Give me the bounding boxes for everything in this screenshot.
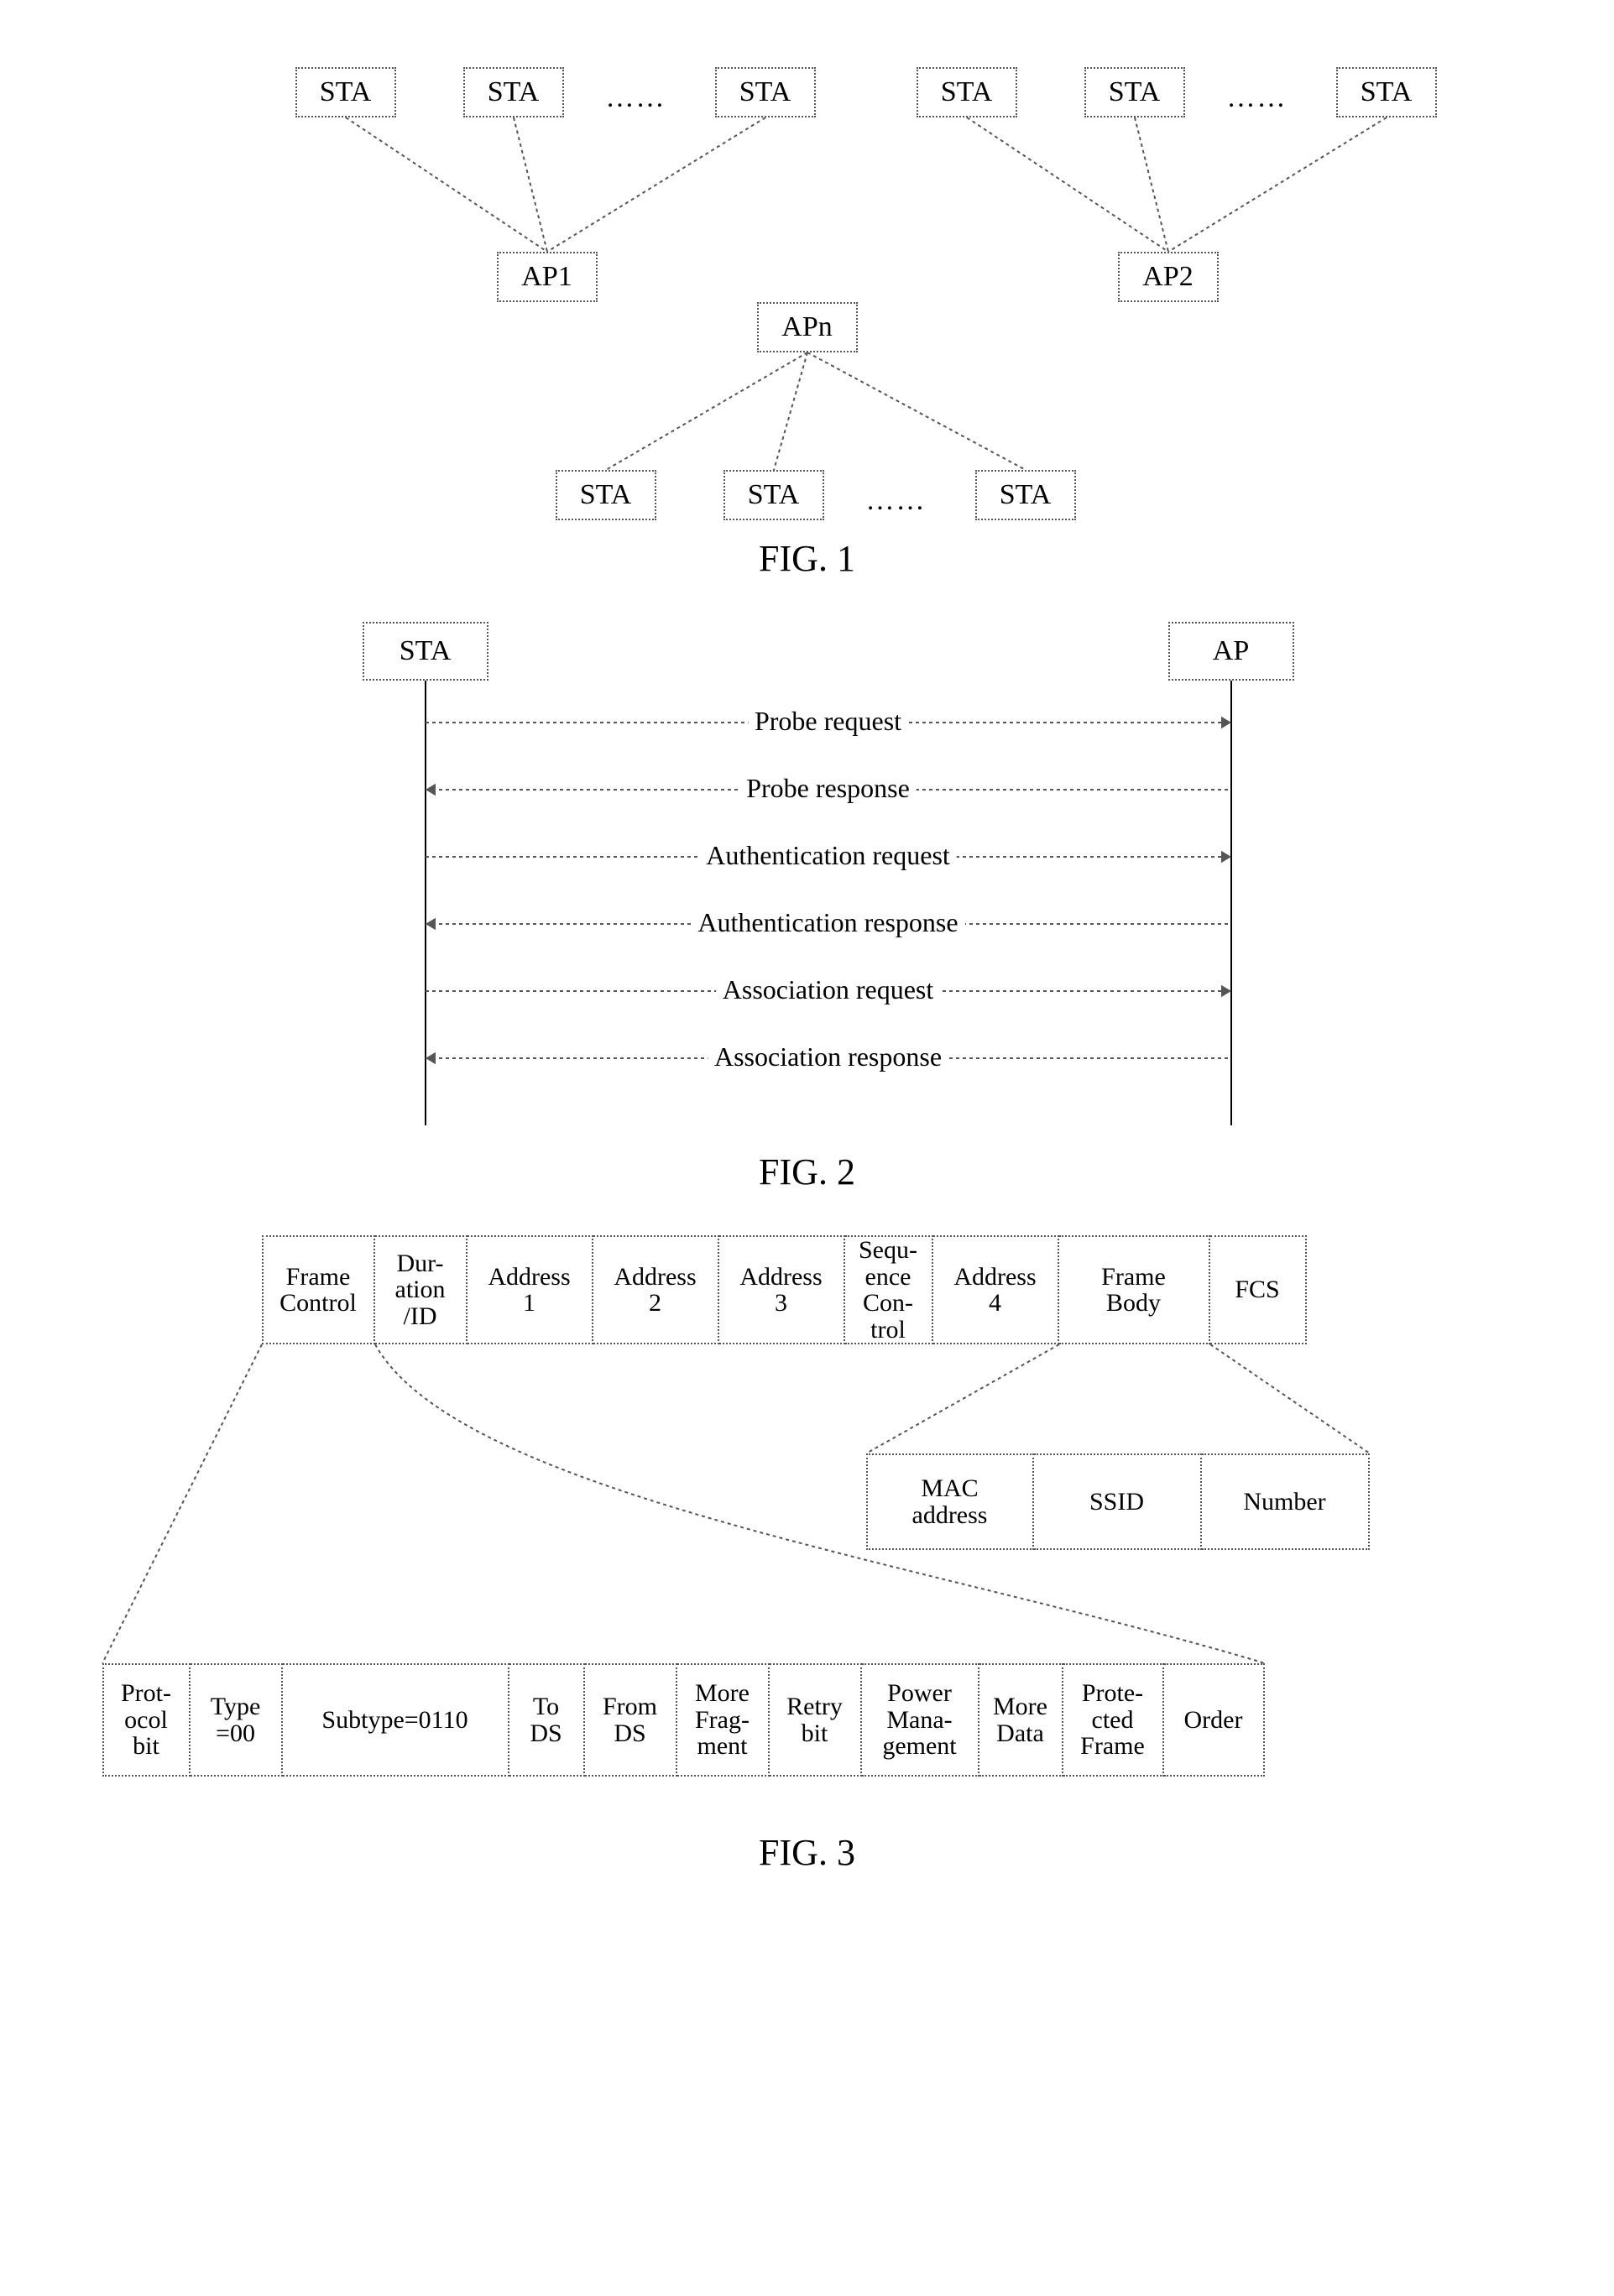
frame-field-cell: Address2 — [593, 1235, 719, 1344]
figure-2: STA AP Probe request Probe response Authenti… — [34, 613, 1580, 1193]
ellipsis: …… — [866, 485, 927, 517]
sequence-message: Probe request — [748, 706, 908, 737]
frame-body-row: MACaddressSSIDNumber — [866, 1453, 1370, 1550]
figure-1-caption: FIG. 1 — [34, 537, 1580, 580]
sta-node: STA — [295, 67, 396, 117]
frame-field-cell: Prot-ocolbit — [102, 1663, 191, 1777]
frame-field-cell: Address4 — [933, 1235, 1059, 1344]
sta-node: STA — [975, 470, 1076, 520]
sta-node: STA — [917, 67, 1017, 117]
frame-field-cell: PowerMana-gement — [862, 1663, 979, 1777]
frame-field-cell: ToDS — [509, 1663, 585, 1777]
frame-field-cell: Retrybit — [770, 1663, 862, 1777]
frame-field-cell: SSID — [1034, 1453, 1202, 1550]
frame-field-cell: MoreFrag-ment — [677, 1663, 770, 1777]
figure-1: AP1 STA STA STA …… AP2 STA STA STA …… APn STA STA STA… — [34, 50, 1580, 580]
sequence-message: Association response — [708, 1041, 948, 1072]
ap-lifeline-head: AP — [1168, 622, 1294, 681]
ap-node: AP1 — [497, 252, 598, 302]
frame-field-cell: Number — [1202, 1453, 1370, 1550]
sta-lifeline-head: STA — [363, 622, 488, 681]
sta-node: STA — [715, 67, 816, 117]
frame-field-cell: MoreData — [979, 1663, 1063, 1777]
figure-3-caption: FIG. 3 — [34, 1831, 1580, 1874]
sta-node: STA — [1336, 67, 1437, 117]
ap-node: APn — [757, 302, 858, 352]
ellipsis: …… — [606, 82, 666, 114]
sta-node: STA — [463, 67, 564, 117]
frame-field-cell: Address3 — [719, 1235, 845, 1344]
frame-field-cell: MACaddress — [866, 1453, 1034, 1550]
frame-field-cell: FromDS — [585, 1663, 677, 1777]
frame-field-cell: Type=00 — [191, 1663, 283, 1777]
frame-field-cell: Address1 — [467, 1235, 593, 1344]
sequence-message: Authentication response — [691, 907, 964, 938]
frame-field-cell: FrameControl — [262, 1235, 375, 1344]
frame-field-cell: Order — [1164, 1663, 1265, 1777]
frame-field-cell: FCS — [1210, 1235, 1307, 1344]
figure-3: FrameControlDur-ation/IDAddress1Address2… — [34, 1227, 1580, 1874]
frame-field-cell: Dur-ation/ID — [375, 1235, 467, 1344]
sequence-message: Authentication request — [699, 840, 957, 871]
sta-node: STA — [723, 470, 824, 520]
frame-field-cell: Subtype=0110 — [283, 1663, 509, 1777]
sequence-message: Association request — [716, 974, 941, 1005]
frame-field-cell: Prote-ctedFrame — [1063, 1663, 1164, 1777]
frame-control-row: Prot-ocolbitType=00Subtype=0110ToDSFromD… — [102, 1663, 1265, 1777]
ellipsis: …… — [1227, 82, 1288, 114]
mac-frame-row: FrameControlDur-ation/IDAddress1Address2… — [262, 1235, 1307, 1344]
frame-field-cell: Sequ-enceCon-trol — [845, 1235, 933, 1344]
sequence-message: Probe response — [739, 773, 917, 804]
figure-2-caption: FIG. 2 — [34, 1151, 1580, 1193]
sta-node: STA — [556, 470, 656, 520]
sta-node: STA — [1084, 67, 1185, 117]
ap-node: AP2 — [1118, 252, 1219, 302]
frame-field-cell: FrameBody — [1059, 1235, 1210, 1344]
